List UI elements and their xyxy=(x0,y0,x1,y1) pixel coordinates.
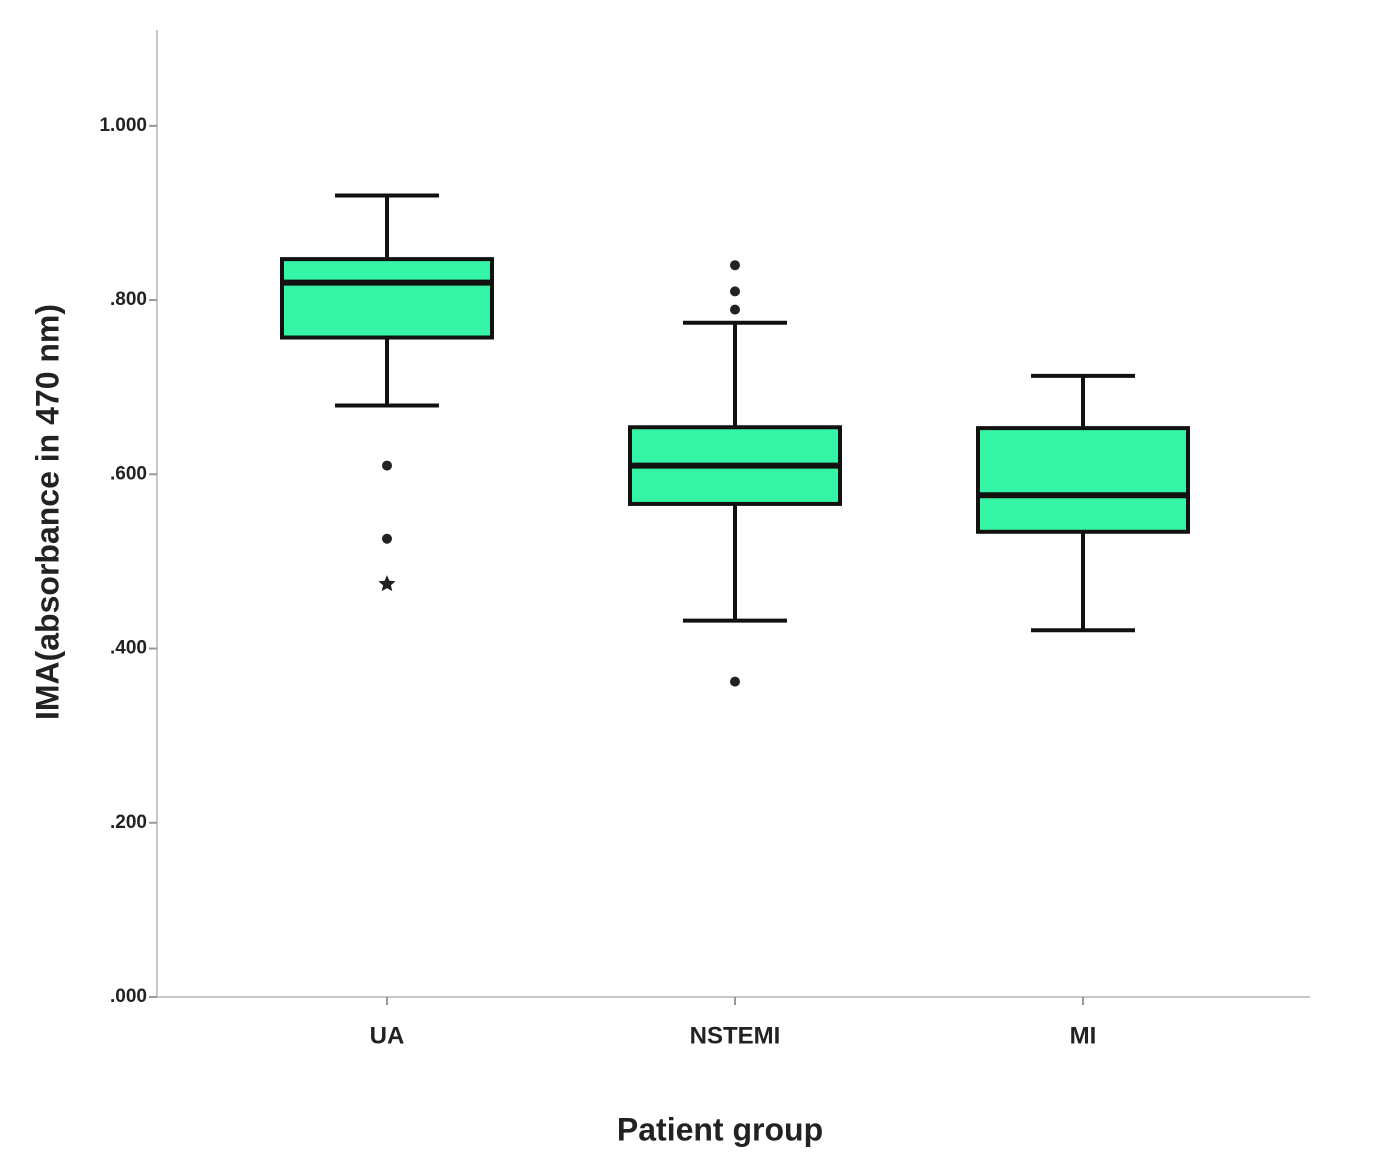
outlier xyxy=(382,460,392,471)
y-tick-label: 1.000 xyxy=(99,115,147,136)
extreme xyxy=(378,575,396,592)
y-tick-label: .000 xyxy=(110,986,147,1007)
x-axis-title: Patient group xyxy=(617,1111,823,1147)
y-axis-title: IMA(absorbance in 470 nm) xyxy=(29,304,65,720)
x-tick-label: UA xyxy=(370,1022,405,1049)
box xyxy=(976,426,1190,534)
box xyxy=(280,257,494,340)
x-tick-label: MI xyxy=(1070,1022,1097,1049)
outlier xyxy=(730,286,740,297)
y-tick-label: .200 xyxy=(110,812,147,833)
outlier xyxy=(730,260,740,271)
outlier xyxy=(382,533,392,544)
y-tick-label: .800 xyxy=(110,289,147,310)
x-tick-label: NSTEMI xyxy=(690,1022,781,1049)
outlier xyxy=(730,676,740,687)
y-tick-label: .600 xyxy=(110,463,147,484)
outlier xyxy=(730,304,740,315)
y-tick-label: .400 xyxy=(110,638,147,659)
